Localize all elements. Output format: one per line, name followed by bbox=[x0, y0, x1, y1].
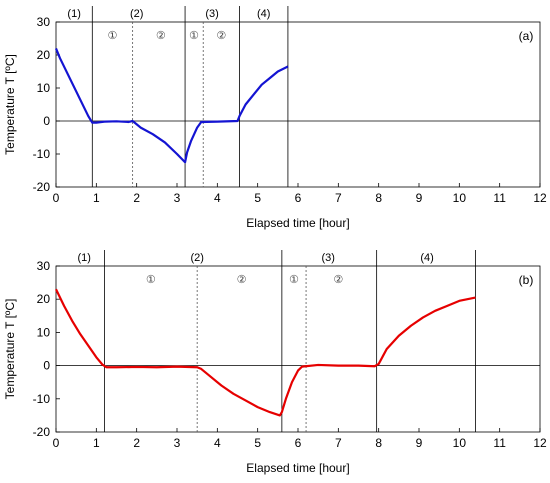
panel-b-y-axis-label: Temperature T [ºC] bbox=[3, 299, 17, 400]
panel-b-x-tick-label: 6 bbox=[295, 436, 302, 450]
panel-b-subphase-label: ① bbox=[146, 273, 156, 286]
panel-b-x-tick-label: 0 bbox=[53, 436, 60, 450]
panel-a-x-tick-label: 6 bbox=[295, 191, 302, 205]
panel-b-x-tick-label: 10 bbox=[453, 436, 467, 450]
panel-a-y-tick-label: 0 bbox=[43, 114, 50, 128]
panel-b-y-tick-label: 20 bbox=[37, 292, 51, 306]
panel-b-x-tick-label: 4 bbox=[214, 436, 221, 450]
panel-a-phase-label: (2) bbox=[130, 8, 143, 20]
panel-b-subphase-label: ② bbox=[333, 273, 343, 286]
panel-a-subphase-label: ② bbox=[216, 29, 226, 42]
panel-b-x-tick-label: 7 bbox=[335, 436, 342, 450]
panel-a-x-tick-label: 3 bbox=[174, 191, 181, 205]
panel-a-x-tick-label: 7 bbox=[335, 191, 342, 205]
panel-b-x-tick-label: 9 bbox=[416, 436, 423, 450]
panel-a-subphase-label: ① bbox=[189, 29, 199, 42]
panel-a-plot-frame bbox=[55, 21, 541, 188]
panel-b-x-tick-label: 5 bbox=[254, 436, 261, 450]
panel-a-series-line bbox=[54, 47, 289, 164]
panel-a-y-axis-label: Temperature T [ºC] bbox=[3, 54, 17, 155]
panel-a-subphase-label: ① bbox=[108, 29, 118, 42]
panel-b-y-tick-label: -10 bbox=[33, 392, 51, 406]
panel-b-phase-label: (1) bbox=[78, 252, 91, 264]
panel-b-plot-frame bbox=[55, 265, 541, 433]
panel-a-y-tick-label: 10 bbox=[37, 81, 51, 95]
panel-a-x-tick-label: 1 bbox=[93, 191, 100, 205]
panel-b-y-tick-label: 10 bbox=[37, 325, 51, 339]
panel-b-x-tick-label: 11 bbox=[493, 436, 506, 450]
panel-b-y-tick-label: 0 bbox=[43, 359, 50, 373]
panel-a-x-tick-label: 9 bbox=[416, 191, 423, 205]
panel-a-x-tick-label: 8 bbox=[375, 191, 382, 205]
panel-b-x-tick-label: 2 bbox=[133, 436, 140, 450]
panel-b-phase-label: (3) bbox=[322, 252, 335, 264]
panel-b-panel-label: (b) bbox=[519, 273, 534, 287]
panel-b-x-axis-label: Elapsed time [hour] bbox=[246, 461, 349, 475]
panel-a-y-tick-label: -20 bbox=[33, 180, 51, 194]
panel-b-series-line bbox=[55, 288, 476, 417]
panel-a-phase-label: (3) bbox=[205, 8, 218, 20]
panel-a-phase-label: (1) bbox=[67, 8, 80, 20]
panel-a-panel-label: (a) bbox=[519, 29, 534, 43]
panel-a-phase-label: (4) bbox=[257, 8, 270, 20]
panel-b-phase-label: (2) bbox=[190, 252, 203, 264]
panel-a-y-tick-label: 20 bbox=[37, 48, 51, 62]
panel-b-x-tick-label: 8 bbox=[375, 436, 382, 450]
panel-a-x-tick-label: 2 bbox=[133, 191, 140, 205]
panel-b-y-tick-label: 30 bbox=[37, 259, 51, 273]
panel-a-x-tick-label: 10 bbox=[453, 191, 467, 205]
panel-b-subphase-label: ① bbox=[289, 273, 299, 286]
panel-b-x-tick-label: 12 bbox=[533, 436, 547, 450]
panel-b-subphase-label: ② bbox=[237, 273, 247, 286]
panel-a-x-tick-label: 0 bbox=[53, 191, 60, 205]
panel-a-x-tick-label: 4 bbox=[214, 191, 221, 205]
panel-b-x-tick-label: 1 bbox=[93, 436, 100, 450]
panel-a-x-tick-label: 11 bbox=[493, 191, 506, 205]
panel-b-x-tick-label: 3 bbox=[174, 436, 181, 450]
panel-a-x-tick-label: 12 bbox=[533, 191, 547, 205]
panel-a-y-tick-label: 30 bbox=[37, 15, 51, 29]
panel-b-y-tick-label: -20 bbox=[33, 425, 51, 439]
panel-a-x-axis-label: Elapsed time [hour] bbox=[246, 216, 349, 230]
panel-b-phase-label: (4) bbox=[420, 252, 433, 264]
panel-a-subphase-label: ② bbox=[156, 29, 166, 42]
panel-a-x-tick-label: 5 bbox=[254, 191, 261, 205]
panel-a-y-tick-label: -10 bbox=[33, 147, 51, 161]
